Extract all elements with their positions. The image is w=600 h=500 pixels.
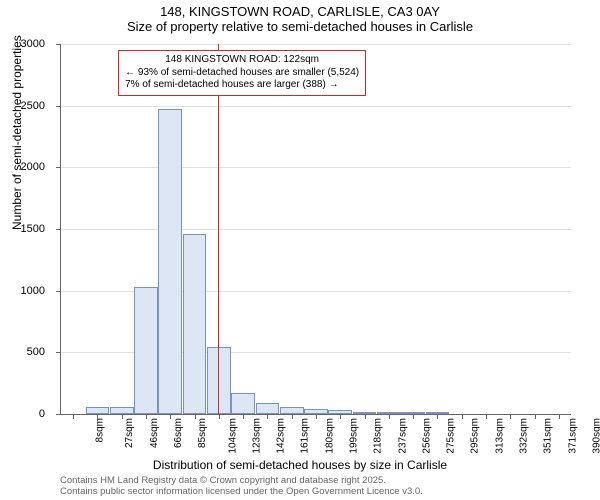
- histogram-bar: [256, 403, 280, 414]
- xtick-mark: [340, 414, 341, 419]
- xtick-label: 161sqm: [300, 418, 311, 454]
- ytick-label: 3000: [5, 38, 45, 50]
- xtick-mark: [195, 414, 196, 419]
- y-axis-label: Number of semi-detached properties: [10, 35, 24, 230]
- gridline: [61, 44, 571, 45]
- ytick-label: 1500: [5, 223, 45, 235]
- gridline: [61, 229, 571, 230]
- xtick-mark: [437, 414, 438, 419]
- ytick-mark: [56, 229, 61, 230]
- xtick-label: 313sqm: [494, 418, 505, 454]
- histogram-bar: [183, 234, 207, 414]
- annotation-line: 7% of semi-detached houses are larger (3…: [125, 79, 359, 92]
- xtick-mark: [559, 414, 560, 419]
- gridline: [61, 106, 571, 107]
- xtick-label: 123sqm: [251, 418, 262, 454]
- reference-line: [218, 44, 219, 414]
- histogram-bar: [134, 287, 158, 414]
- xtick-mark: [365, 414, 366, 419]
- xtick-mark: [73, 414, 74, 419]
- xtick-mark: [97, 414, 98, 419]
- ytick-label: 2000: [5, 161, 45, 173]
- xtick-label: 142sqm: [276, 418, 287, 454]
- footer-line2: Contains public sector information licen…: [60, 487, 423, 498]
- footer-attribution: Contains HM Land Registry data © Crown c…: [60, 476, 423, 498]
- xtick-mark: [146, 414, 147, 419]
- annotation-line: ← 93% of semi-detached houses are smalle…: [125, 67, 359, 80]
- xtick-label: 371sqm: [567, 418, 578, 454]
- xtick-mark: [486, 414, 487, 419]
- xtick-mark: [389, 414, 390, 419]
- histogram-bar: [158, 109, 182, 414]
- histogram-bar: [110, 407, 134, 414]
- histogram-bar: [231, 393, 255, 414]
- ytick-label: 2500: [5, 100, 45, 112]
- xtick-mark: [535, 414, 536, 419]
- xtick-label: 237sqm: [397, 418, 408, 454]
- xtick-label: 180sqm: [324, 418, 335, 454]
- xtick-label: 275sqm: [446, 418, 457, 454]
- plot-region: 0500100015002000250030008sqm27sqm46sqm66…: [60, 44, 571, 415]
- xtick-mark: [267, 414, 268, 419]
- ytick-mark: [56, 106, 61, 107]
- gridline: [61, 167, 571, 168]
- ytick-label: 500: [5, 346, 45, 358]
- ytick-label: 1000: [5, 285, 45, 297]
- xtick-label: 218sqm: [373, 418, 384, 454]
- xtick-mark: [219, 414, 220, 419]
- chart-title-line1: 148, KINGSTOWN ROAD, CARLISLE, CA3 0AY: [0, 4, 600, 19]
- ytick-mark: [56, 291, 61, 292]
- annotation-line: 148 KINGSTOWN ROAD: 122sqm: [125, 54, 359, 67]
- xtick-mark: [316, 414, 317, 419]
- xtick-label: 66sqm: [173, 418, 184, 448]
- xtick-mark: [510, 414, 511, 419]
- xtick-label: 104sqm: [227, 418, 238, 454]
- histogram-bar: [86, 407, 110, 414]
- ytick-mark: [56, 167, 61, 168]
- xtick-mark: [122, 414, 123, 419]
- histogram-bar: [280, 407, 304, 414]
- xtick-label: 332sqm: [519, 418, 530, 454]
- xtick-label: 390sqm: [591, 418, 600, 454]
- chart-title-line2: Size of property relative to semi-detach…: [0, 19, 600, 34]
- xtick-mark: [243, 414, 244, 419]
- ytick-mark: [56, 44, 61, 45]
- xtick-label: 85sqm: [197, 418, 208, 448]
- ytick-label: 0: [5, 408, 45, 420]
- ytick-mark: [56, 352, 61, 353]
- xtick-label: 295sqm: [470, 418, 481, 454]
- xtick-label: 46sqm: [149, 418, 160, 448]
- xtick-label: 8sqm: [95, 418, 106, 442]
- x-axis-label: Distribution of semi-detached houses by …: [0, 458, 600, 472]
- annotation-box: 148 KINGSTOWN ROAD: 122sqm← 93% of semi-…: [118, 50, 366, 96]
- xtick-label: 351sqm: [543, 418, 554, 454]
- ytick-mark: [56, 414, 61, 415]
- chart-area: 0500100015002000250030008sqm27sqm46sqm66…: [60, 44, 570, 414]
- xtick-label: 27sqm: [124, 418, 135, 448]
- xtick-mark: [292, 414, 293, 419]
- xtick-mark: [462, 414, 463, 419]
- xtick-label: 256sqm: [421, 418, 432, 454]
- xtick-mark: [170, 414, 171, 419]
- chart-title-block: 148, KINGSTOWN ROAD, CARLISLE, CA3 0AY S…: [0, 0, 600, 34]
- xtick-mark: [413, 414, 414, 419]
- xtick-label: 199sqm: [349, 418, 360, 454]
